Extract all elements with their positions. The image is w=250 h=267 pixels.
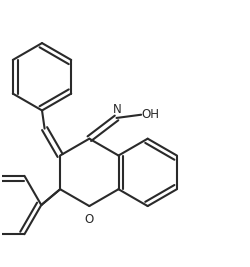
- Text: OH: OH: [141, 108, 159, 121]
- Text: N: N: [113, 103, 122, 116]
- Text: O: O: [84, 213, 93, 226]
